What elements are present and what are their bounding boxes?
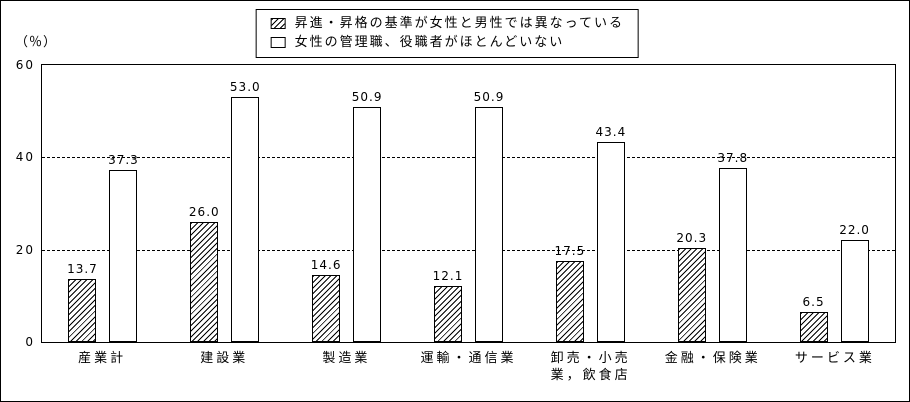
hatched-swatch-icon [270, 18, 286, 29]
x-category-label: 製造業 [322, 351, 371, 366]
bar-group: 17.5 43.4 [529, 65, 651, 342]
x-category-label: 卸売・小売 業，飲食店 [550, 351, 631, 383]
bar-rect [840, 240, 869, 342]
bar-rect [231, 97, 260, 342]
bar-rect [109, 169, 138, 342]
bar-rect [555, 261, 584, 342]
bar-value-label: 20.3 [676, 231, 708, 246]
bar-hatched: 26.0 [188, 65, 220, 342]
bar-value-label: 13.7 [67, 261, 98, 276]
x-category-label: サービス業 [794, 351, 875, 366]
bar-value-label: 50.9 [351, 90, 383, 105]
bar-group: 6.5 22.0 [773, 65, 895, 342]
gridline [42, 157, 895, 159]
bar-value-label: 37.8 [717, 150, 749, 165]
bar-value-label: 14.6 [310, 257, 342, 272]
bar-hatched: 14.6 [310, 65, 342, 342]
bar-hatched: 20.3 [676, 65, 708, 342]
plot-area: 13.7 37.3 26.0 53.0 14.6 50.9 12.1 50.9 17.5 43.4… [16, 58, 896, 349]
bar-value-label: 43.4 [595, 124, 627, 139]
bar-plain: 22.0 [839, 65, 870, 342]
bar-rect [68, 278, 97, 342]
bar-group: 14.6 50.9 [286, 65, 408, 342]
x-category-label: 建設業 [200, 351, 249, 366]
plain-swatch-icon [270, 37, 286, 48]
bar-plain: 50.9 [473, 65, 505, 342]
x-category-label: 金融・保険業 [664, 351, 761, 366]
legend: 昇進・昇格の基準が女性と男性では異なっている 女性の管理職、役職者がほとんどいな… [255, 9, 640, 58]
bar-rect [718, 167, 747, 342]
bar-plain: 43.4 [595, 65, 627, 342]
bar-groups: 13.7 37.3 26.0 53.0 14.6 50.9 12.1 50.9 17.5 43.4… [42, 65, 895, 342]
legend-label-plain: 女性の管理職、役職者がほとんどいない [294, 35, 565, 50]
bar-group: 26.0 53.0 [164, 65, 286, 342]
bar-value-label: 12.1 [432, 269, 464, 284]
bar-plain: 37.3 [108, 65, 139, 342]
bar-value-label: 50.9 [473, 90, 505, 105]
bar-plain: 37.8 [717, 65, 749, 342]
bar-rect [475, 107, 503, 342]
legend-item-plain: 女性の管理職、役職者がほとんどいない [270, 33, 624, 52]
bar-hatched: 6.5 [799, 65, 828, 342]
bar-rect [190, 221, 219, 342]
legend-item-hatched: 昇進・昇格の基準が女性と男性では異なっている [270, 14, 625, 33]
bar-value-label: 22.0 [839, 223, 870, 238]
y-tick-label: 60 [15, 58, 35, 72]
x-category-label: 産業計 [78, 351, 127, 366]
bar-rect [677, 248, 706, 342]
y-axis-unit-label: （％） [15, 35, 58, 50]
bar-rect [312, 274, 341, 342]
bar-hatched: 12.1 [432, 65, 464, 342]
bar-value-label: 6.5 [802, 295, 825, 309]
bar-rect [596, 141, 625, 342]
gridline [42, 249, 895, 251]
bar-value-label: 53.0 [229, 80, 261, 95]
bar-group: 13.7 37.3 [42, 65, 164, 342]
bar-group: 12.1 50.9 [408, 65, 530, 342]
bar-hatched: 13.7 [67, 65, 98, 342]
bar-rect [353, 107, 382, 342]
bar-plain: 50.9 [351, 65, 383, 342]
bar-value-label: 17.5 [554, 244, 586, 259]
bar-rect [799, 312, 828, 342]
bar-group: 20.3 37.8 [651, 65, 773, 342]
bar-hatched: 17.5 [554, 65, 586, 342]
bar-value-label: 37.3 [108, 152, 139, 167]
legend-label-hatched: 昇進・昇格の基準が女性と男性では異なっている [294, 16, 625, 31]
x-axis-labels: 産業計 建設業 製造業 運輸・通信業 卸売・小売 業，飲食店 金融・保険業 サービス業 [41, 350, 896, 384]
y-tick-label: 0 [25, 335, 35, 349]
y-tick-label: 20 [15, 242, 35, 257]
bar-rect [434, 286, 462, 342]
bar-value-label: 26.0 [188, 204, 220, 219]
y-tick-label: 40 [15, 150, 35, 165]
bar-plain: 53.0 [229, 65, 261, 342]
x-category-label: 運輸・通信業 [420, 351, 517, 366]
